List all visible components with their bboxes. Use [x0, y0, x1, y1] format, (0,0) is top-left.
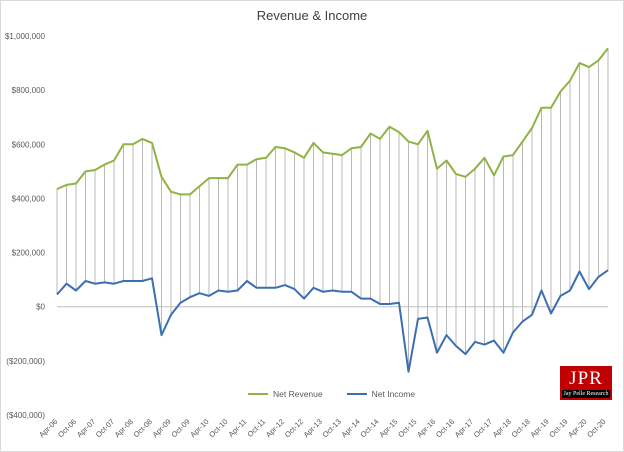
chart-title: Revenue & Income — [256, 8, 368, 23]
y-tick-label: ($200,000) — [6, 357, 45, 366]
x-tick-label: Apr-07 — [75, 417, 97, 439]
legend-item-net-income: Net Income — [346, 389, 416, 399]
x-tick-label: Oct-17 — [472, 417, 494, 439]
y-tick-label: ($400,000) — [6, 411, 45, 420]
x-tick-label: Oct-16 — [434, 417, 456, 439]
series-lines — [56, 47, 609, 373]
series-net-revenue-line — [56, 47, 609, 196]
x-tick-label: Apr-16 — [415, 417, 437, 439]
x-axis-ticks: Apr-06Oct-06Apr-07Oct-07Apr-08Oct-08Apr-… — [37, 417, 607, 439]
legend-label-net-income: Net Income — [371, 389, 416, 399]
logo-subtext: Jay Pelle Research — [562, 390, 610, 398]
y-tick-label: $200,000 — [12, 249, 46, 258]
legend-label-net-revenue: Net Revenue — [273, 389, 323, 399]
x-tick-label: Apr-17 — [453, 417, 475, 439]
x-tick-label: Oct-20 — [585, 417, 607, 439]
x-tick-label: Oct-18 — [510, 417, 532, 439]
x-tick-label: Oct-19 — [547, 417, 569, 439]
x-tick-label: Oct-08 — [132, 417, 154, 439]
x-tick-label: Apr-19 — [528, 417, 550, 439]
legend: Net Revenue Net Income — [248, 389, 415, 399]
legend-item-net-revenue: Net Revenue — [248, 389, 323, 399]
series-net-income-line — [56, 269, 609, 373]
y-tick-label: $600,000 — [12, 140, 46, 149]
y-tick-label: $800,000 — [12, 86, 46, 95]
x-tick-label: Apr-08 — [113, 417, 135, 439]
legend-swatch-net-income — [346, 393, 367, 395]
x-tick-label: Oct-10 — [207, 417, 229, 439]
x-tick-label: Apr-20 — [566, 417, 588, 439]
x-tick-label: Apr-09 — [151, 417, 173, 439]
drop-lines — [56, 48, 609, 372]
x-tick-label: Apr-06 — [37, 417, 59, 439]
x-tick-label: Oct-07 — [94, 417, 116, 439]
x-tick-label: Oct-15 — [396, 417, 418, 439]
y-tick-label: $1,000,000 — [5, 32, 46, 41]
y-axis-ticks: ($400,000) ($200,000) $0 $200,000 $400,000 $6… — [5, 32, 46, 420]
x-tick-label: Apr-15 — [377, 417, 399, 439]
x-tick-label: Oct-14 — [358, 417, 380, 439]
x-tick-label: Apr-14 — [339, 417, 361, 439]
x-tick-label: Apr-12 — [264, 417, 286, 439]
x-tick-label: Oct-11 — [245, 417, 267, 439]
x-tick-label: Oct-13 — [321, 417, 343, 439]
x-tick-label: Apr-18 — [491, 417, 513, 439]
y-tick-label: $0 — [36, 303, 45, 312]
jpr-logo: JPR Jay Pelle Research — [560, 366, 612, 400]
x-tick-label: Oct-06 — [56, 417, 78, 439]
legend-swatch-net-revenue — [248, 393, 268, 395]
y-tick-label: $400,000 — [12, 194, 46, 203]
x-tick-label: Apr-10 — [188, 417, 210, 439]
x-tick-label: Oct-09 — [169, 417, 191, 439]
x-tick-label: Apr-11 — [226, 417, 248, 439]
x-tick-label: Apr-13 — [302, 417, 324, 439]
x-tick-label: Oct-12 — [283, 417, 305, 439]
logo-text: JPR — [569, 368, 603, 389]
